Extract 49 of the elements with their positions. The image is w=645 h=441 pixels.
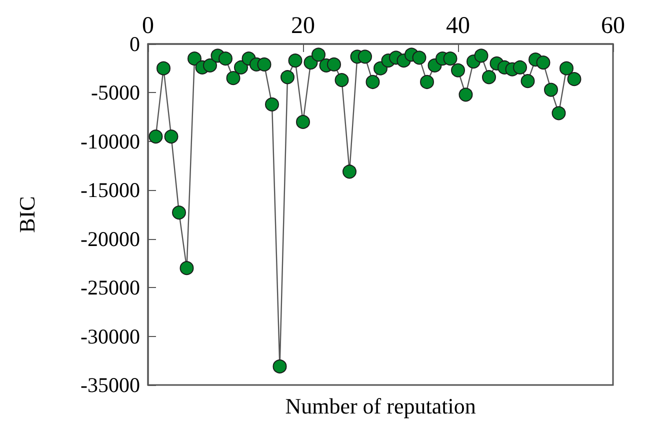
- point: [567, 72, 582, 86]
- point: [366, 75, 380, 89]
- point: [458, 88, 473, 102]
- y-axis-title: BIC: [14, 196, 40, 233]
- x-axis-title: Number of reputation: [285, 394, 476, 418]
- point: [474, 48, 488, 63]
- point: [265, 97, 279, 112]
- x-tick-label: 40: [446, 13, 470, 39]
- y-tick-label: -30000: [80, 324, 140, 348]
- point: [172, 206, 186, 220]
- point: [203, 58, 217, 72]
- point: [482, 70, 496, 84]
- point: [513, 60, 527, 74]
- y-tick-label: -5000: [91, 80, 140, 105]
- point: [560, 61, 574, 76]
- point: [218, 52, 232, 66]
- point: [552, 106, 566, 120]
- point: [412, 50, 426, 65]
- point: [342, 164, 356, 179]
- x-tick-label: 20: [291, 13, 315, 39]
- point: [234, 60, 248, 74]
- point: [443, 52, 458, 66]
- point: [148, 130, 163, 144]
- point: [520, 74, 535, 88]
- point: [451, 63, 465, 78]
- point: [226, 71, 240, 86]
- x-tick-label: 60: [601, 13, 625, 39]
- point: [272, 359, 287, 374]
- y-tick-label: -35000: [80, 373, 140, 397]
- point: [420, 75, 434, 89]
- y-tick-label: -20000: [80, 226, 140, 251]
- point: [180, 261, 194, 276]
- point: [334, 73, 349, 88]
- point: [156, 61, 170, 76]
- point: [327, 57, 341, 72]
- y-tick-label: 0: [130, 32, 140, 56]
- point: [288, 54, 302, 68]
- y-tick-label: -15000: [80, 178, 140, 202]
- point: [257, 57, 272, 72]
- point: [296, 114, 310, 129]
- point: [280, 70, 294, 84]
- point: [536, 56, 550, 70]
- point: [544, 82, 558, 97]
- point: [188, 52, 202, 66]
- y-tick-label: -10000: [80, 129, 140, 154]
- point: [312, 48, 326, 62]
- y-tick-label: -25000: [80, 276, 140, 300]
- point: [164, 130, 178, 144]
- point: [358, 50, 372, 64]
